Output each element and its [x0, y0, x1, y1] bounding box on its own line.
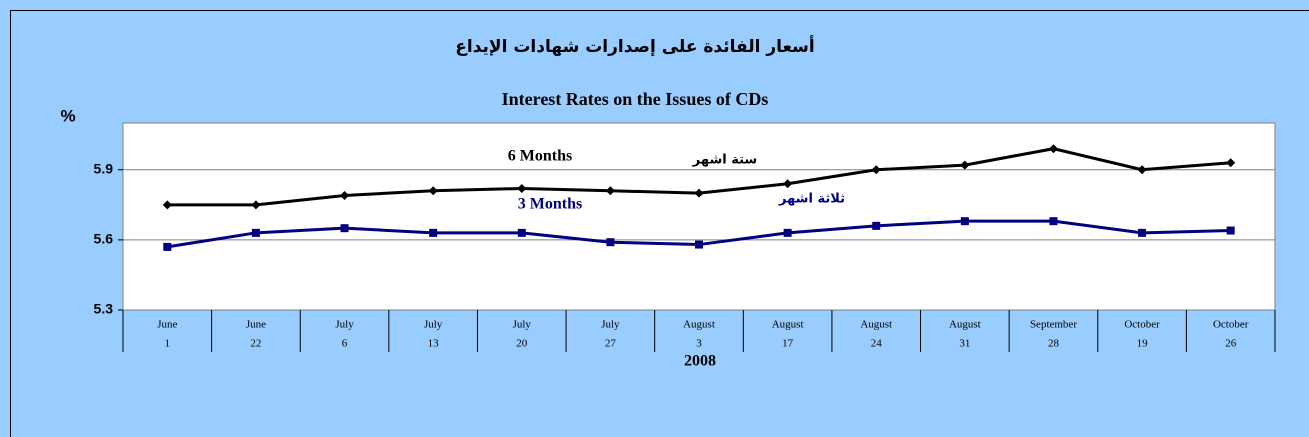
marker	[1048, 144, 1058, 154]
x-tick-label: 26	[1225, 338, 1237, 350]
y-tick-label: 5.3	[94, 301, 114, 317]
chart-subtitle: Interest Rates on the Issues of CDs	[502, 89, 769, 109]
marker	[251, 228, 260, 237]
x-tick-label: August	[949, 319, 981, 331]
x-tick-label: July	[424, 319, 443, 331]
x-tick-label: 19	[1137, 338, 1149, 350]
marker	[872, 221, 881, 230]
marker	[695, 240, 703, 249]
annotation: ثلاثة اشهر	[778, 192, 845, 207]
marker	[606, 238, 615, 247]
plot-area	[122, 122, 1276, 311]
marker	[960, 160, 970, 170]
x-tick-label: 13	[428, 338, 440, 350]
x-tick-label: July	[513, 319, 532, 331]
x-tick-label: 6	[342, 338, 348, 350]
marker	[340, 224, 349, 233]
y-tick-label: 5.9	[94, 160, 114, 176]
marker	[1226, 158, 1236, 168]
x-tick-label: 17	[782, 338, 794, 350]
x-tick-label: 28	[1048, 338, 1060, 350]
y-axis-label: %	[60, 106, 75, 125]
marker	[1226, 226, 1235, 235]
marker	[960, 217, 969, 226]
x-tick-label: 3	[696, 338, 702, 350]
annotation: ستة اشهر	[692, 153, 757, 168]
marker	[429, 228, 438, 237]
x-axis-label: 2008	[684, 353, 716, 370]
marker	[605, 186, 615, 196]
x-tick-label: June	[157, 319, 177, 331]
marker	[162, 200, 172, 210]
x-tick-label: August	[772, 319, 804, 331]
marker	[1137, 165, 1147, 175]
marker	[163, 242, 172, 251]
marker	[1138, 228, 1147, 237]
x-tick-label: 31	[959, 338, 970, 350]
x-tick-label: 20	[516, 338, 528, 350]
x-tick-label: July	[335, 319, 354, 331]
marker	[783, 228, 792, 237]
x-tick-label: 27	[605, 338, 617, 350]
marker	[1049, 217, 1058, 226]
marker	[517, 228, 526, 237]
marker	[871, 165, 881, 175]
marker	[694, 188, 704, 198]
x-tick-label: October	[1124, 319, 1160, 331]
x-tick-label: 22	[250, 338, 261, 350]
marker	[251, 200, 261, 210]
x-tick-label: September	[1030, 319, 1077, 331]
y-tick-label: 5.6	[94, 231, 114, 247]
x-tick-label: June	[246, 319, 266, 331]
marker	[428, 186, 438, 196]
series-label: 6 Months	[508, 148, 572, 165]
chart-title: أسعار الفائدة على إصدارات شهادات الإيداع	[455, 35, 814, 57]
x-tick-label: October	[1213, 319, 1249, 331]
marker	[783, 179, 793, 189]
x-tick-label: August	[860, 319, 892, 331]
frame	[10, 10, 1309, 437]
x-tick-label: 1	[165, 338, 171, 350]
marker	[517, 183, 527, 193]
series-label: 3 Months	[518, 196, 582, 213]
x-tick-label: 24	[871, 338, 883, 350]
marker	[340, 190, 350, 200]
x-tick-label: August	[683, 319, 715, 331]
x-tick-label: July	[601, 319, 620, 331]
